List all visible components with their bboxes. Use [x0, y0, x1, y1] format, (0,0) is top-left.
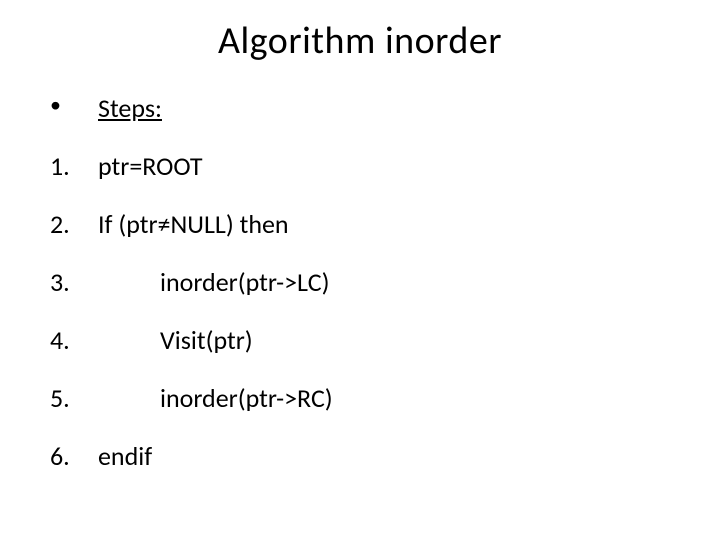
step-6: 6. endif	[50, 440, 670, 472]
slide-title: Algorithm inorder	[50, 18, 670, 64]
step-4: 4. Visit(ptr)	[50, 324, 670, 356]
step-marker: 2.	[50, 208, 98, 240]
step-text: ptr=ROOT	[98, 150, 203, 182]
step-text: If (ptr≠NULL) then	[98, 208, 289, 240]
step-marker: 3.	[50, 266, 98, 298]
step-text: inorder(ptr->LC)	[98, 266, 329, 298]
steps-label: Steps:	[98, 92, 162, 124]
step-marker: 6.	[50, 440, 98, 472]
step-text: inorder(ptr->RC)	[98, 382, 333, 414]
slide: Algorithm inorder • Steps: 1. ptr=ROOT 2…	[0, 0, 720, 540]
step-marker: 5.	[50, 382, 98, 414]
step-1: 1. ptr=ROOT	[50, 150, 670, 182]
step-2: 2. If (ptr≠NULL) then	[50, 208, 670, 240]
step-text: endif	[98, 440, 152, 472]
step-3: 3. inorder(ptr->LC)	[50, 266, 670, 298]
bullet-icon: •	[50, 92, 98, 124]
step-5: 5. inorder(ptr->RC)	[50, 382, 670, 414]
step-marker: 1.	[50, 150, 98, 182]
step-text: Visit(ptr)	[98, 324, 253, 356]
steps-bullet-line: • Steps:	[50, 92, 670, 124]
step-marker: 4.	[50, 324, 98, 356]
